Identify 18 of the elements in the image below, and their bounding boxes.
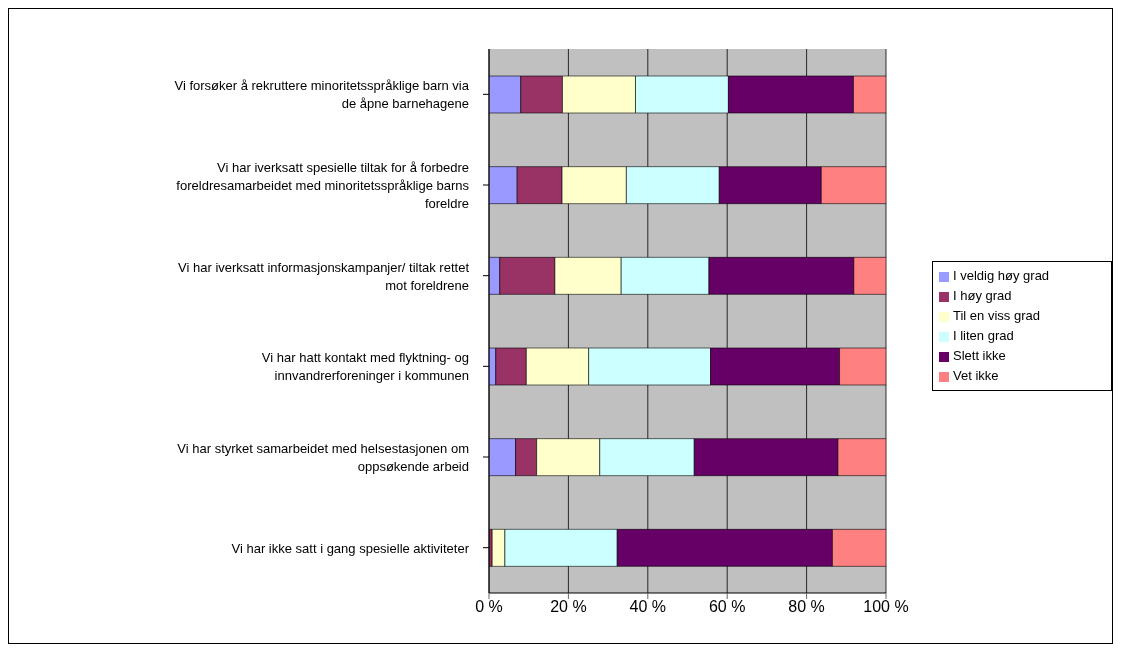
y-tick-label: Vi forsøker å rekruttere minoritetsspråklige barn via de åpne barnehagene	[174, 77, 470, 111]
legend-label: I veldig høy grad	[953, 268, 1050, 283]
x-tick-label: 20 %	[550, 598, 587, 616]
x-tick-label: 40 %	[629, 598, 667, 616]
x-tick-label: 80 %	[788, 598, 825, 616]
legend-label: I liten grad	[953, 328, 1014, 343]
x-tick-label: 0 %	[475, 598, 503, 616]
legend-label: Slett ikke	[953, 348, 1006, 363]
x-tick-label: 100 %	[863, 598, 909, 616]
x-tick-label: 60 %	[708, 598, 746, 616]
y-tick-label: Vi har ikke satt i gang spesielle aktiviteter	[231, 540, 470, 556]
y-tick-label: Vi har styrket samarbeidet med helsestasjonen om oppsøkende arbeid	[177, 440, 469, 474]
legend-label: I høy grad	[953, 288, 1012, 303]
y-tick-label: Vi har iverksatt spesielle tiltak for å forbedre foreldresamarbeidet med minoritetsspråklige barns foreldre	[176, 159, 470, 211]
y-tick-label: Vi har hatt kontakt med flyktning- og innvandrerforeninger i kommunen	[261, 349, 469, 383]
y-tick-label: Vi har iverksatt informasjonskampanjer/ tiltak rettet mot foreldrene	[178, 259, 470, 293]
legend-label: Vet ikke	[953, 368, 999, 383]
legend-label: Til en viss grad	[953, 308, 1040, 323]
